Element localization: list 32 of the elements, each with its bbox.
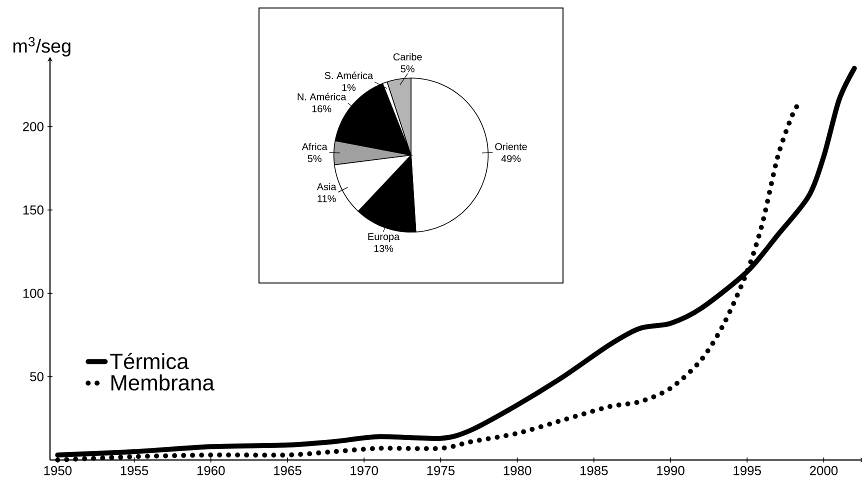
data-label: 11% [318, 195, 336, 202]
x-tick-label: 1975 [427, 466, 455, 476]
legend-label: Membrana [111, 374, 214, 391]
y-tick-label: 150 [23, 205, 44, 215]
y-tick-label: 50 [30, 372, 44, 382]
slice-label: Caribe [393, 53, 422, 60]
slice-label: S. América [324, 72, 374, 80]
slice-label: Oriente [495, 142, 527, 150]
x-tick-label: 1990 [657, 466, 684, 476]
data-label: 49% [501, 155, 521, 162]
x-tick-label: 1955 [120, 466, 148, 476]
y-axis-title: m$^{3}$/seg [13, 37, 70, 56]
x-tick-label: 1995 [734, 466, 761, 476]
x-tick-label: 1970 [350, 466, 378, 476]
x-tick-label: 1985 [580, 466, 608, 476]
x-tick-label: 1950 [44, 466, 72, 476]
data-label: 5% [308, 155, 322, 162]
x-tick-label: 1965 [274, 466, 302, 476]
slice-label: Asia [316, 182, 336, 190]
data-label: 16% [312, 105, 332, 112]
x-tick-label: 1960 [197, 466, 225, 476]
y-tick-label: 200 [23, 122, 44, 132]
x-tick-label: 1980 [504, 466, 532, 476]
data-label: 5% [400, 65, 414, 72]
y-tick-label: 100 [23, 288, 44, 298]
x-tick-label: 2000 [810, 466, 838, 476]
data-label: 13% [374, 244, 394, 252]
slice-label: Europa [368, 233, 400, 242]
legend-label: Térmica [110, 352, 189, 370]
slice-label: Africa [302, 142, 328, 150]
slice-label: N. América [298, 92, 346, 100]
data-label: 1% [342, 84, 356, 92]
